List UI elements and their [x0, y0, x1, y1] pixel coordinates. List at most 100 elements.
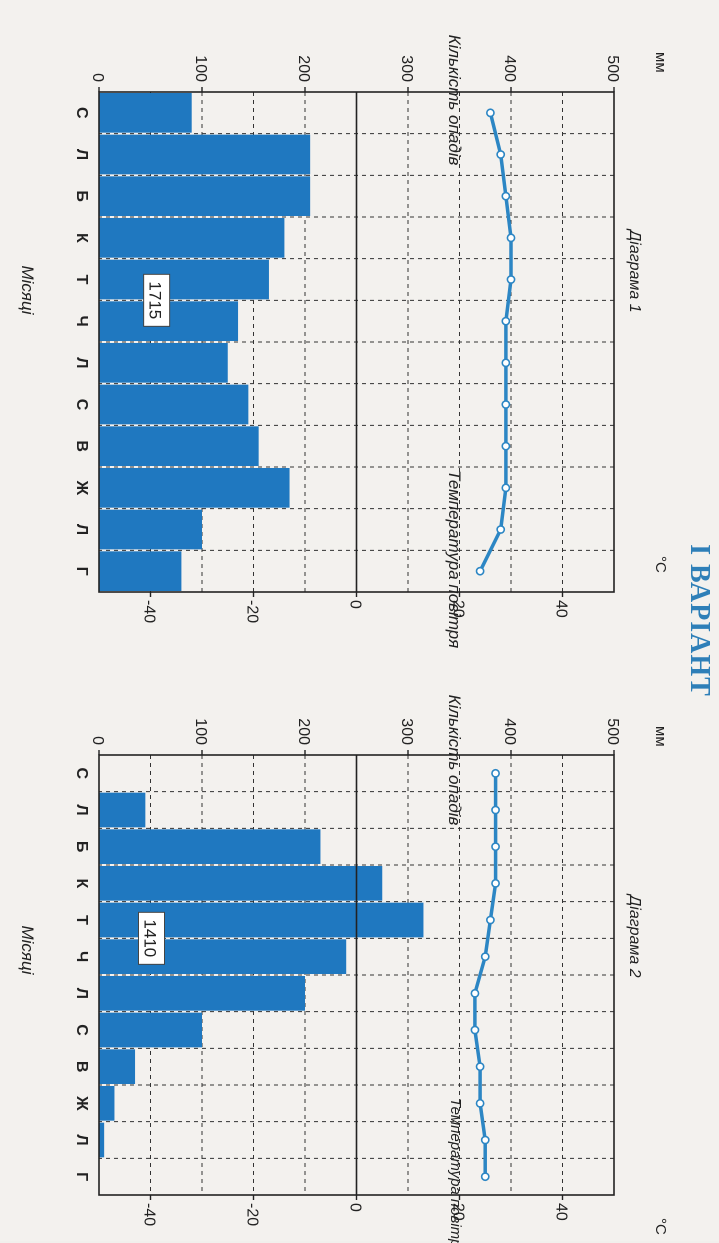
precipitation-bar	[98, 468, 290, 508]
category-label: Л	[73, 524, 90, 535]
annual-total-label: 1410	[138, 911, 165, 965]
annual-total-label: 1715	[143, 273, 171, 327]
precipitation-bar	[99, 426, 259, 467]
y2-tick-label: -20	[244, 1203, 261, 1226]
temperature-point	[486, 108, 495, 118]
annual-total-box	[138, 911, 165, 965]
y2-tick-label: 0	[347, 1203, 364, 1212]
temperature-point	[480, 1172, 490, 1182]
category-label: Ж	[73, 1095, 90, 1111]
temperature-point	[475, 566, 485, 576]
y2-tick-label: 0	[347, 600, 364, 609]
y-tick-label: 0	[89, 736, 106, 745]
category-label: Г	[73, 1172, 90, 1181]
precipitation-bar	[99, 1122, 105, 1158]
category-label: С	[73, 107, 90, 119]
temperature-point	[501, 316, 511, 326]
annual-total-box	[143, 273, 171, 327]
y-tick-label: 400	[501, 718, 518, 745]
precipitation-bar	[99, 259, 269, 300]
temperature-point	[475, 1062, 485, 1072]
category-label: К	[73, 878, 90, 888]
y-tick-label: 100	[192, 55, 209, 82]
precipitation-bar	[99, 829, 321, 864]
category-label: К	[73, 233, 90, 243]
category-label: Б	[73, 190, 90, 202]
temperature-point	[501, 191, 511, 201]
temperature-point	[506, 275, 516, 284]
temperature-point	[501, 358, 511, 368]
y-tick-label: 100	[192, 718, 209, 745]
precipitation-bar	[99, 902, 424, 938]
annual-total-value: 1715	[146, 281, 165, 319]
y2-tick-label: 20	[450, 1203, 467, 1221]
category-label: В	[73, 1061, 90, 1073]
y-tick-label: 400	[501, 55, 518, 82]
category-label: Ж	[73, 480, 90, 496]
temperature-point	[470, 988, 480, 998]
y2-tick-label: 20	[450, 600, 467, 618]
category-label: Л	[73, 804, 90, 815]
precipitation-bar	[99, 1012, 202, 1048]
y-tick-label: 500	[604, 55, 621, 82]
y2-tick-label: -40	[141, 1203, 158, 1226]
temperature-point	[470, 1025, 480, 1035]
y-tick-label: 500	[604, 718, 621, 745]
y-tick-label: 0	[89, 73, 106, 82]
temperature-point	[491, 842, 500, 852]
precipitation-bar	[99, 939, 347, 974]
y2-tick-label: -40	[141, 600, 158, 623]
temperature-point	[491, 768, 500, 778]
y2-tick-label: 40	[553, 1203, 570, 1221]
precipitation-bar	[99, 509, 202, 550]
category-label: Л	[73, 149, 90, 160]
temperature-point	[475, 1098, 485, 1108]
category-label: Б	[73, 841, 90, 853]
temperature-point	[480, 1135, 490, 1145]
category-label: С	[73, 768, 90, 780]
y2-tick-label: -20	[244, 600, 261, 623]
y2-tick-label: 40	[553, 600, 570, 618]
precipitation-bar	[98, 1049, 136, 1085]
y-tick-label: 300	[398, 718, 415, 745]
precipitation-bar	[98, 792, 146, 828]
precipitation-bar	[99, 384, 249, 425]
precipitation-bar	[99, 134, 311, 175]
category-label: Т	[73, 275, 90, 285]
precipitation-bar	[99, 551, 182, 591]
category-label: Г	[73, 567, 90, 576]
category-label: Ч	[73, 951, 90, 962]
y-tick-label: 200	[295, 718, 312, 745]
annual-total-value: 1410	[141, 919, 160, 957]
precipitation-bar	[99, 866, 383, 901]
temperature-point	[480, 952, 490, 962]
category-label: Л	[73, 1134, 90, 1145]
category-label: С	[73, 399, 90, 411]
temperature-point	[491, 878, 500, 888]
temperature-point	[501, 400, 511, 409]
temperature-point	[486, 915, 495, 925]
category-label: Т	[73, 915, 90, 925]
temperature-point	[491, 805, 500, 815]
temperature-point	[501, 441, 511, 451]
temperature-line	[478, 112, 513, 572]
temperature-point	[496, 150, 506, 159]
chart-panel-1: 0 100 200 300 400 500 -40 -20 0 20 40 С Л Б К Т Ч Л С В Ж Л Г 1…	[73, 55, 621, 623]
precipitation-bar	[99, 93, 192, 133]
category-label: Ч	[73, 316, 90, 327]
temperature-point	[496, 525, 506, 534]
temperature-point	[501, 483, 511, 493]
category-label: В	[73, 440, 90, 452]
precipitation-bar	[99, 176, 311, 216]
precipitation-bar	[99, 976, 305, 1011]
y-tick-label: 200	[295, 55, 312, 82]
y-tick-label: 300	[398, 55, 415, 82]
precipitation-bar	[99, 343, 228, 383]
category-label: Л	[73, 357, 90, 368]
category-label: С	[73, 1024, 90, 1036]
precipitation-bar	[99, 218, 285, 258]
temperature-point	[506, 233, 516, 243]
temperature-line	[473, 773, 498, 1177]
